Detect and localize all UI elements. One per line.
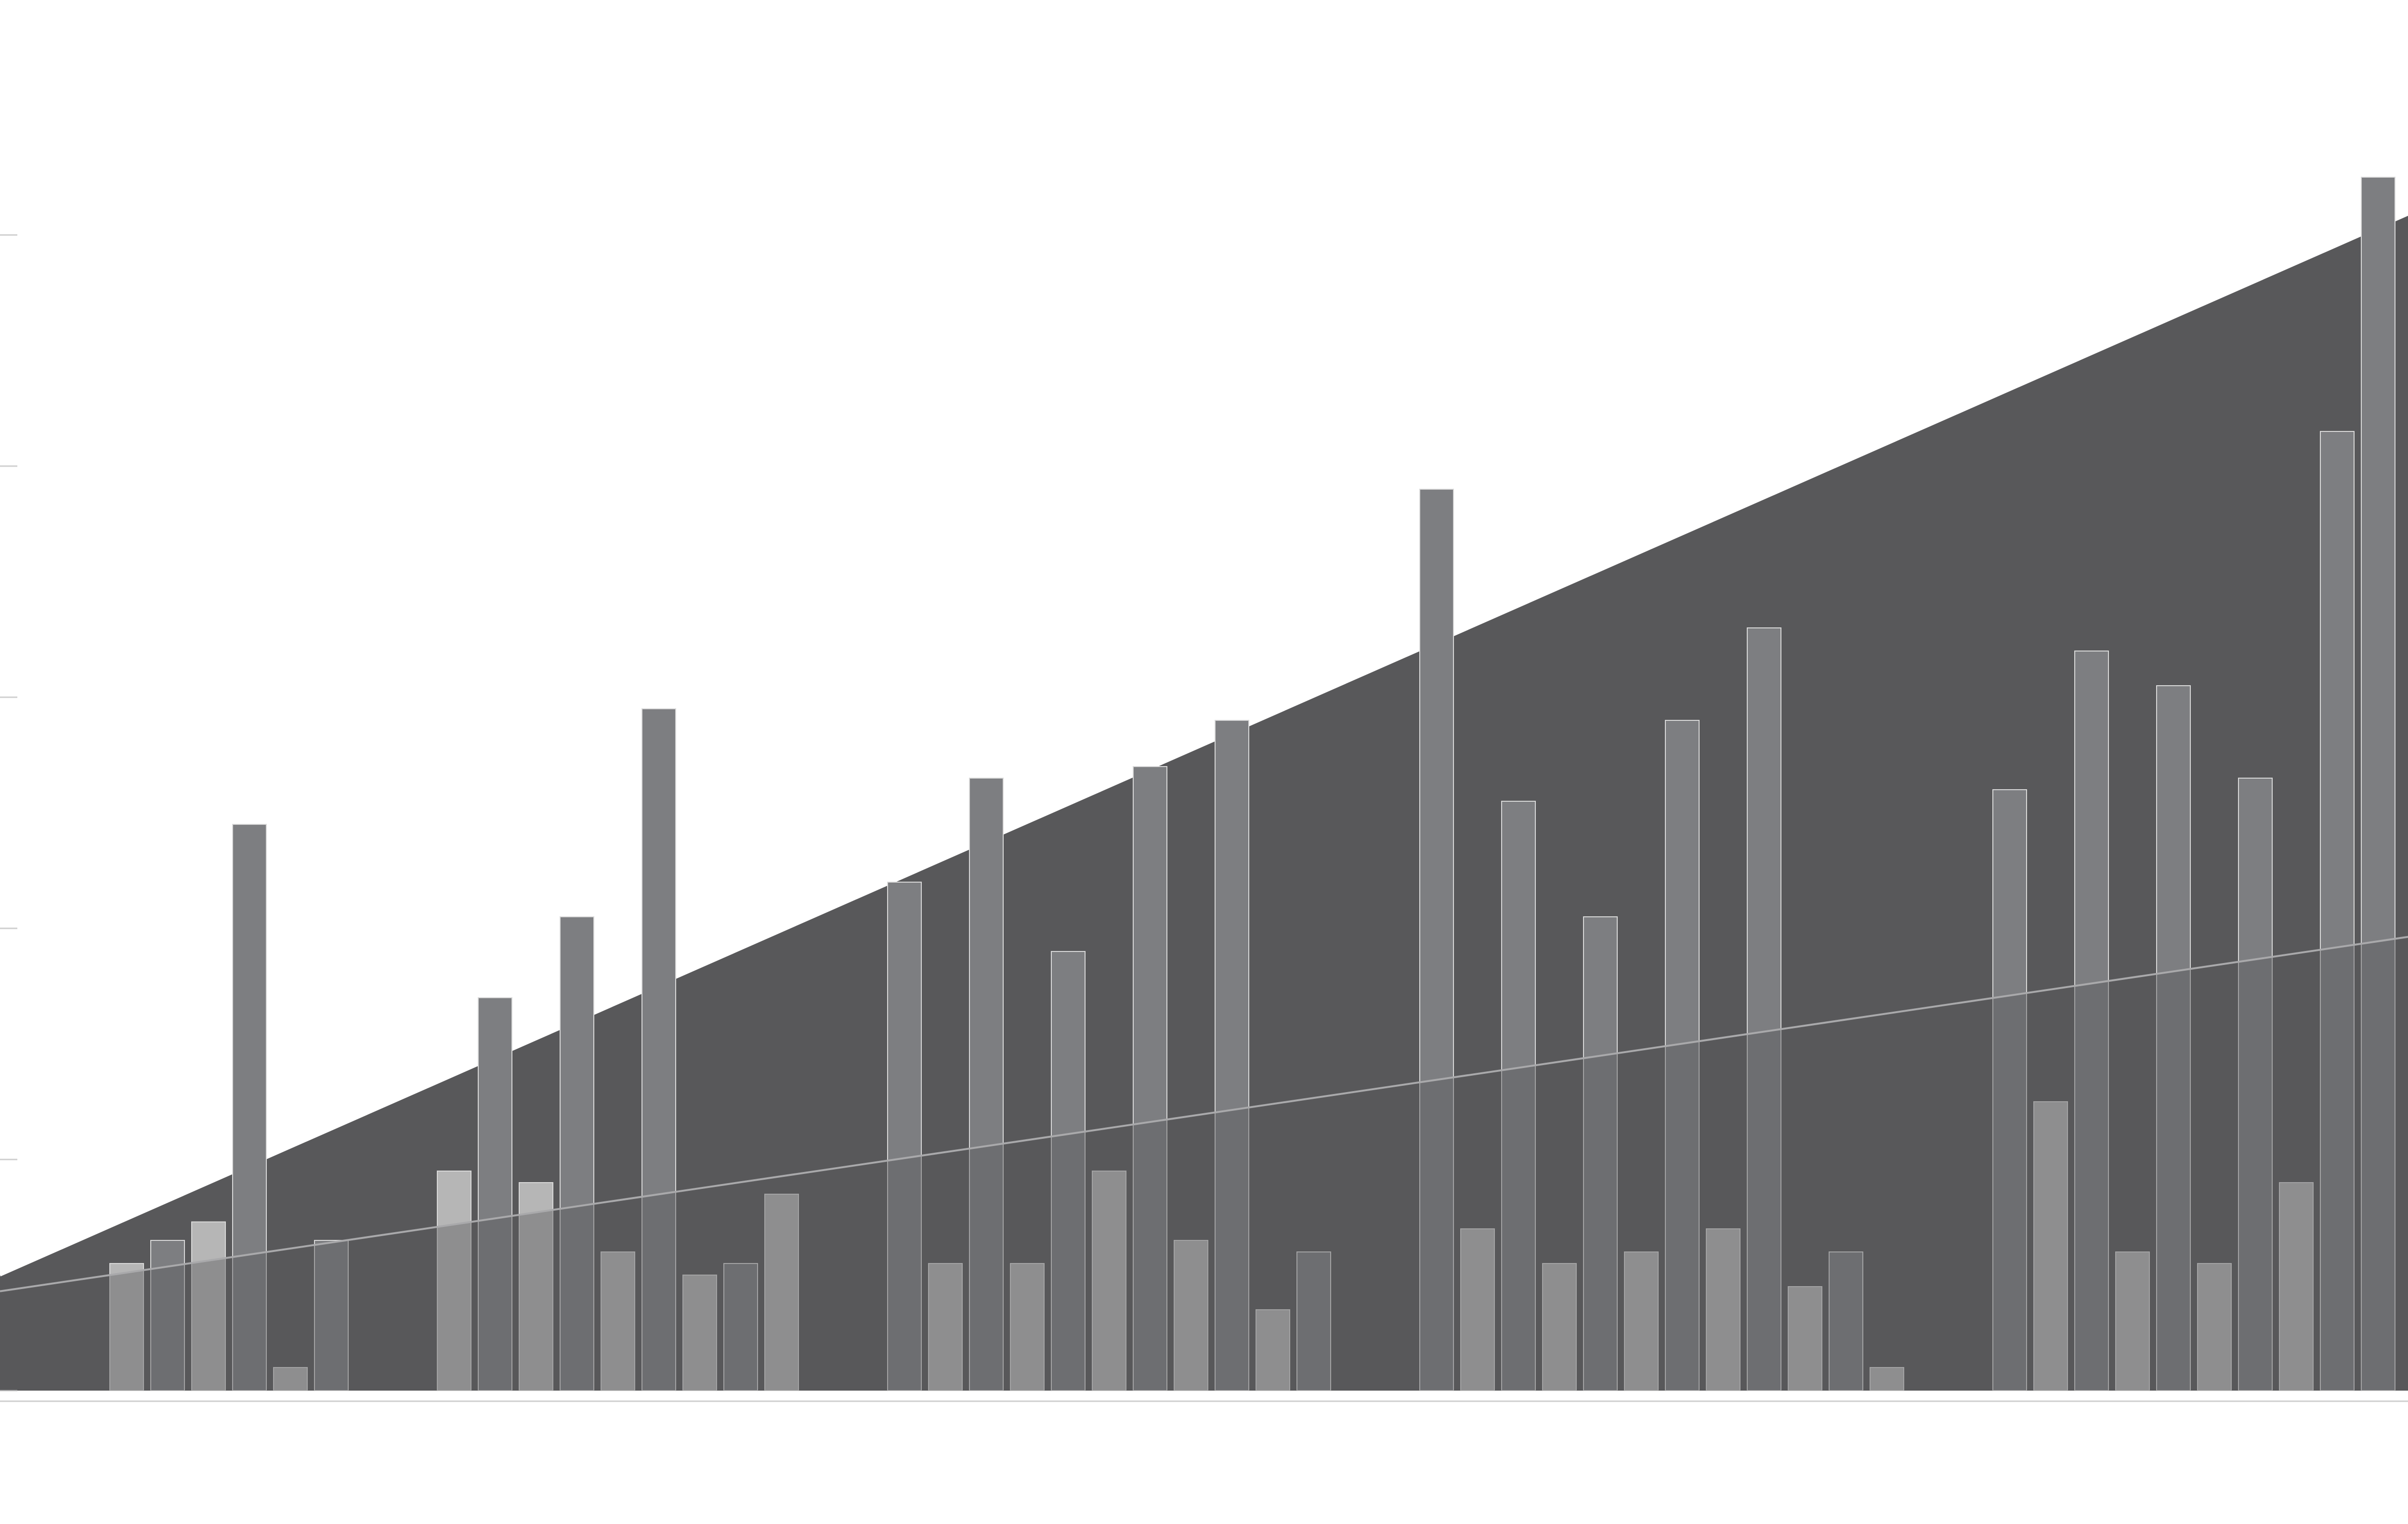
bar-light [1870,1367,1904,1391]
bar-light [519,1182,553,1391]
bar-dark [1992,789,2027,1391]
bar-dark [1583,916,1618,1391]
bar-light [1542,1263,1577,1391]
bar-light [764,1194,799,1391]
bar-dark [314,1240,349,1391]
bar-dark [478,997,512,1391]
bar-light [1706,1228,1741,1391]
bar-light [1256,1309,1290,1391]
bar-dark [1296,1251,1331,1391]
bar-dark [1747,627,1781,1391]
lower-trend-band [0,937,2408,1391]
bar-dark [887,882,922,1391]
bar-dark [1665,720,1700,1391]
bar-light [1092,1171,1126,1391]
background-trend-area [0,214,2408,1391]
bar-light [1174,1240,1208,1391]
bar-dark [2156,685,2191,1391]
bar-group [109,824,349,1392]
bar-group [437,708,799,1391]
bar-light [109,1263,144,1391]
bar-light [601,1251,635,1391]
bar-dark [2361,177,2395,1391]
bar-light [1010,1263,1045,1391]
bar-light [2115,1251,2150,1391]
bar-dark [2238,778,2273,1391]
bar-dark [560,916,594,1391]
bar-dark [1419,489,1454,1391]
bar-layer [109,177,2395,1392]
bar-light [1788,1286,1822,1391]
bar-dark [1215,720,1249,1391]
bar-group [887,720,1331,1391]
bar-light [437,1171,471,1391]
axis-layer [0,234,2408,1402]
bar-group [1992,177,2395,1391]
bar-group [1419,489,1904,1391]
bar-dark [1133,766,1167,1391]
trend-overlay-layer [0,936,2408,1391]
bar-dark [2320,431,2355,1391]
bar-dark [641,708,676,1391]
lower-trend-line [0,936,2408,1292]
bar-dark [1829,1251,1863,1391]
bar-dark [232,824,267,1391]
bar-light [1624,1251,1659,1391]
bar-light [1460,1228,1495,1391]
bar-light [928,1263,963,1391]
bar-light [682,1275,717,1391]
bar-light [2279,1182,2314,1391]
bar-light [191,1221,226,1392]
bar-light [2197,1263,2232,1391]
bar-dark [1501,801,1536,1391]
bar-dark [2074,651,2109,1391]
bar-dark [723,1263,758,1391]
bar-dark [969,778,1004,1391]
bar-dark [1051,951,1086,1391]
bar-light [2033,1101,2068,1391]
bar-light [273,1367,308,1391]
